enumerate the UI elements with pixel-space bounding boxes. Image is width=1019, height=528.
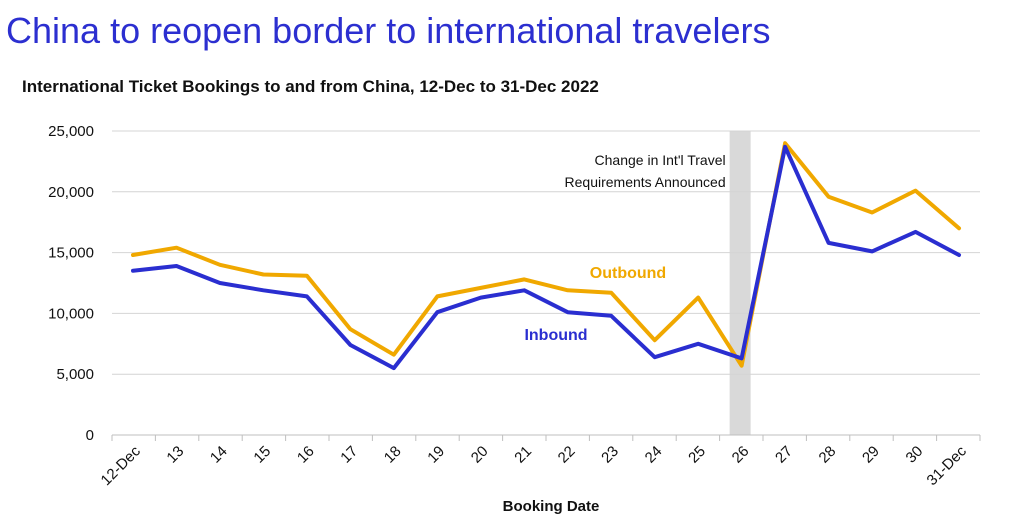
x-tick-label: 26 — [729, 443, 753, 467]
y-tick-label: 10,000 — [48, 305, 94, 322]
announcement-label-line: Requirements Announced — [565, 174, 726, 190]
y-axis-tick-labels: 0 5,000 10,000 15,000 20,000 25,000 — [48, 123, 94, 444]
x-tick-label: 15 — [250, 443, 274, 467]
x-axis — [111, 434, 981, 441]
y-tick-label: 15,000 — [48, 245, 94, 262]
announcement-label-line: Change in Int'l Travel — [595, 152, 726, 168]
inbound-series-label: Inbound — [524, 327, 587, 344]
x-tick-label: 27 — [772, 443, 796, 467]
x-tick-label: 25 — [685, 443, 709, 467]
chart-title: International Ticket Bookings to and fro… — [22, 77, 599, 96]
y-tick-label: 25,000 — [48, 123, 94, 140]
y-tick-label: 5,000 — [56, 366, 94, 383]
series-labels: Outbound Inbound — [524, 265, 666, 344]
outbound-series-label: Outbound — [590, 265, 666, 282]
series-lines — [131, 141, 961, 371]
x-tick-label: 24 — [642, 443, 666, 467]
x-axis-title: Booking Date — [503, 498, 600, 515]
x-axis-tick-labels: 12-Dec 13 14 15 16 17 18 19 20 21 22 23 24 25 26 27 28 29… — [98, 442, 971, 489]
outbound-series-line — [131, 141, 961, 368]
gridlines — [112, 130, 980, 375]
announcement-band-group: Change in Int'l Travel Requirements Annou… — [565, 131, 751, 435]
x-tick-label: 20 — [468, 443, 492, 467]
x-tick-label: 19 — [424, 443, 448, 467]
x-tick-label: 21 — [511, 443, 535, 467]
x-tick-label: 14 — [207, 443, 231, 467]
x-tick-label: 23 — [598, 443, 622, 467]
x-tick-label: 16 — [294, 443, 318, 467]
x-tick-label: 29 — [859, 443, 883, 467]
headline: China to reopen border to international … — [6, 10, 771, 51]
inbound-series-line — [131, 144, 961, 371]
x-tick-label: 17 — [337, 443, 361, 467]
announcement-band — [729, 131, 751, 435]
x-tick-label: 22 — [555, 443, 579, 467]
x-tick-label: 13 — [163, 443, 187, 467]
y-tick-label: 0 — [86, 427, 94, 444]
x-tick-label: 18 — [381, 443, 405, 467]
x-tick-label: 30 — [903, 443, 927, 467]
x-tick-label: 28 — [816, 443, 840, 467]
x-tick-label: 12-Dec — [98, 442, 145, 489]
x-tick-label: 31-Dec — [924, 442, 971, 489]
y-tick-label: 20,000 — [48, 184, 94, 201]
